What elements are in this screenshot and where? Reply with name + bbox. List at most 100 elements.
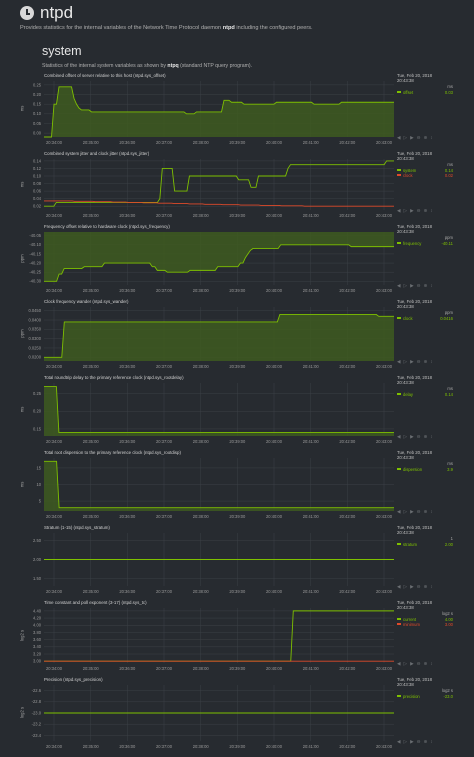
chart-precision[interactable]: -22.6 -22.8 -23.0 -23.2 -23.4 20:34:00 20:35:0… — [0, 677, 474, 755]
legend-units: ppm — [444, 235, 453, 241]
play-icon[interactable]: ▷ — [403, 359, 408, 364]
zoom-in-icon[interactable]: ⊕ — [423, 739, 428, 744]
chart-jitter[interactable]: 0.14 0.12 0.10 0.08 0.06 0.04 0.02 20:34:00 20:3… — [0, 151, 474, 224]
prev-icon[interactable]: ◀ — [397, 434, 401, 439]
resize-icon[interactable]: ↕ — [430, 359, 433, 364]
legend-row-offset[interactable]: offset 0.03 — [397, 89, 453, 95]
zoom-in-icon[interactable]: ⊕ — [423, 434, 428, 439]
next-icon[interactable]: ▶ — [410, 509, 414, 514]
legend-row-clock[interactable]: clock 0.0416 — [397, 315, 453, 321]
chart-frequency[interactable]: -40.05 -40.10 -40.15 -40.20 -40.25 -40.30 20:3… — [0, 224, 474, 299]
next-icon[interactable]: ▶ — [410, 208, 414, 213]
resize-icon[interactable]: ↕ — [430, 661, 433, 666]
next-icon[interactable]: ▶ — [410, 359, 414, 364]
chart-plot-frequency[interactable]: -40.05 -40.10 -40.15 -40.20 -40.25 -40.30 20:3… — [0, 224, 474, 299]
legend-row-frequency[interactable]: frequency -40.11 — [397, 240, 453, 246]
legend-row-precision[interactable]: precision -23.0 — [397, 693, 453, 699]
chart-plot-rootdelay[interactable]: 0.25 0.20 0.15 20:34:00 20:35:00 20:36:00 20:3… — [0, 375, 474, 450]
next-icon[interactable]: ▶ — [410, 283, 414, 288]
legend-row-dispersion[interactable]: dispersion 3.9 — [397, 466, 453, 472]
chart-stratum[interactable]: 2.50 2.00 1.50 20:34:00 20:35:00 20:36:00 20:3… — [0, 525, 474, 600]
prev-icon[interactable]: ◀ — [397, 359, 401, 364]
chart-title: Total root dispersion to the primary ref… — [44, 450, 181, 455]
zoom-out-icon[interactable]: ⊖ — [416, 434, 421, 439]
zoom-out-icon[interactable]: ⊖ — [416, 584, 421, 589]
play-icon[interactable]: ▷ — [403, 135, 408, 140]
chart-tc[interactable]: 4.40 4.20 4.00 3.80 3.60 3.40 3.20 3.00 20:34:00… — [0, 600, 474, 677]
x-tick-label: 20:43:00 — [376, 514, 393, 519]
play-icon[interactable]: ▷ — [403, 661, 408, 666]
prev-icon[interactable]: ◀ — [397, 283, 401, 288]
prev-icon[interactable]: ◀ — [397, 208, 401, 213]
chart-plot-precision[interactable]: -22.6 -22.8 -23.0 -23.2 -23.4 20:34:00 20:35:0… — [0, 677, 474, 755]
zoom-in-icon[interactable]: ⊕ — [423, 584, 428, 589]
resize-icon[interactable]: ↕ — [430, 283, 433, 288]
next-icon[interactable]: ▶ — [410, 661, 414, 666]
zoom-in-icon[interactable]: ⊕ — [423, 135, 428, 140]
zoom-in-icon[interactable]: ⊕ — [423, 661, 428, 666]
resize-icon[interactable]: ↕ — [430, 509, 433, 514]
zoom-in-icon[interactable]: ⊕ — [423, 509, 428, 514]
next-icon[interactable]: ▶ — [410, 434, 414, 439]
zoom-out-icon[interactable]: ⊖ — [416, 739, 421, 744]
series-area-offset — [44, 86, 394, 137]
legend-row-stratum[interactable]: stratum 2.00 — [397, 541, 453, 547]
chart-plot-rootdisp[interactable]: 15 10 5 20:34:00 20:35:00 20:36:00 20:37:00 20:… — [0, 450, 474, 525]
zoom-in-icon[interactable]: ⊕ — [423, 208, 428, 213]
play-icon[interactable]: ▷ — [403, 584, 408, 589]
chart-plot-tc[interactable]: 4.40 4.20 4.00 3.80 3.60 3.40 3.20 3.00 20:34:00… — [0, 600, 474, 677]
x-tick-label: 20:42:00 — [339, 140, 356, 145]
next-icon[interactable]: ▶ — [410, 584, 414, 589]
prev-icon[interactable]: ◀ — [397, 739, 401, 744]
zoom-out-icon[interactable]: ⊖ — [416, 135, 421, 140]
resize-icon[interactable]: ↕ — [430, 584, 433, 589]
play-icon[interactable]: ▷ — [403, 208, 408, 213]
chart-legend: Tue, Feb 20, 2018 20:43:38 ppm frequency -40… — [397, 224, 453, 246]
y-axis-unit: ms — [19, 105, 25, 112]
legend-row-delay[interactable]: delay 0.14 — [397, 391, 453, 397]
chart-plot-wander[interactable]: 0.0450 0.0400 0.0350 0.0300 0.0250 0.0200 20:3… — [0, 299, 474, 375]
prev-icon[interactable]: ◀ — [397, 584, 401, 589]
prev-icon[interactable]: ◀ — [397, 661, 401, 666]
zoom-in-icon[interactable]: ⊕ — [423, 283, 428, 288]
prev-icon[interactable]: ◀ — [397, 509, 401, 514]
y-axis-unit: log2 s — [19, 706, 25, 719]
chart-rootdisp[interactable]: 15 10 5 20:34:00 20:35:00 20:36:00 20:37:00 20:… — [0, 450, 474, 525]
zoom-out-icon[interactable]: ⊖ — [416, 359, 421, 364]
legend-row-current[interactable]: current 4.00 — [397, 616, 453, 622]
zoom-in-icon[interactable]: ⊕ — [423, 359, 428, 364]
chart-plot-offset[interactable]: 0.25 0.20 0.15 0.10 0.05 0.00 20:34:00 20:35:00… — [0, 73, 474, 151]
zoom-out-icon[interactable]: ⊖ — [416, 509, 421, 514]
resize-icon[interactable]: ↕ — [430, 135, 433, 140]
x-tick-label: 20:38:00 — [193, 288, 210, 293]
zoom-out-icon[interactable]: ⊖ — [416, 208, 421, 213]
zoom-out-icon[interactable]: ⊖ — [416, 283, 421, 288]
x-tick-label: 20:39:00 — [229, 140, 246, 145]
x-tick-label: 20:35:00 — [83, 439, 100, 444]
next-icon[interactable]: ▶ — [410, 739, 414, 744]
x-tick-label: 20:36:00 — [119, 666, 136, 671]
play-icon[interactable]: ▷ — [403, 739, 408, 744]
next-icon[interactable]: ▶ — [410, 135, 414, 140]
resize-icon[interactable]: ↕ — [430, 208, 433, 213]
zoom-out-icon[interactable]: ⊖ — [416, 661, 421, 666]
chart-offset[interactable]: 0.25 0.20 0.15 0.10 0.05 0.00 20:34:00 20:35:00… — [0, 73, 474, 151]
chart-legend: Tue, Feb 20, 2018 20:43:38 log2 s precision… — [397, 677, 453, 699]
x-tick-label: 20:39:00 — [229, 744, 246, 749]
legend-row-minimum[interactable]: minimum 3.00 — [397, 622, 453, 627]
resize-icon[interactable]: ↕ — [430, 739, 433, 744]
page-title: ntpd — [40, 3, 74, 22]
chart-plot-jitter[interactable]: 0.14 0.12 0.10 0.08 0.06 0.04 0.02 20:34:00 20:3… — [0, 151, 474, 224]
play-icon[interactable]: ▷ — [403, 434, 408, 439]
resize-icon[interactable]: ↕ — [430, 434, 433, 439]
y-tick-label: -40.25 — [29, 270, 41, 275]
x-tick-label: 20:36:00 — [119, 288, 136, 293]
legend-row-system[interactable]: system 0.14 — [397, 167, 453, 173]
play-icon[interactable]: ▷ — [403, 283, 408, 288]
chart-wander[interactable]: 0.0450 0.0400 0.0350 0.0300 0.0250 0.0200 20:3… — [0, 299, 474, 375]
legend-row-clock[interactable]: clock 0.02 — [397, 173, 453, 178]
chart-rootdelay[interactable]: 0.25 0.20 0.15 20:34:00 20:35:00 20:36:00 20:3… — [0, 375, 474, 450]
prev-icon[interactable]: ◀ — [397, 135, 401, 140]
play-icon[interactable]: ▷ — [403, 509, 408, 514]
chart-plot-stratum[interactable]: 2.50 2.00 1.50 20:34:00 20:35:00 20:36:00 20:3… — [0, 525, 474, 600]
